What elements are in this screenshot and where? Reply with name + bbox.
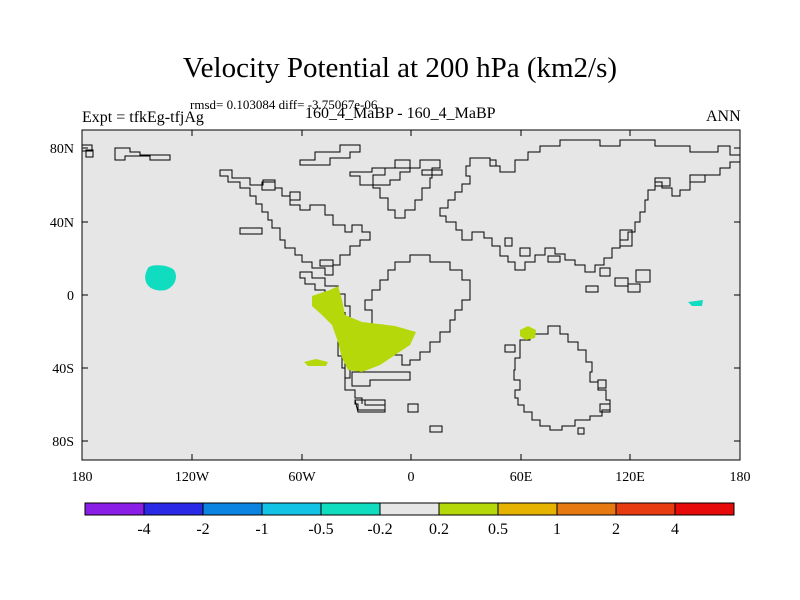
colorbar-label: -0.5 [308,521,333,538]
colorbar-box [320,502,381,516]
x-tick-label: 60W [288,470,316,485]
case-label: 160_4_MaBP - 160_4_MaBP [305,105,496,122]
positive-anomaly-west-pacific [688,300,703,306]
colorbar-label: 0.5 [488,521,508,538]
colorbar-label: 4 [671,521,679,538]
colorbar-label: -0.2 [367,521,392,538]
chart-title: Velocity Potential at 200 hPa (km2/s) [182,52,618,84]
colorbar-box [674,502,735,516]
y-tick-label: 0 [67,289,74,304]
y-tick-labels: 80N 40N 0 40S 80S [50,142,74,450]
x-tick-label: 180 [72,470,93,485]
experiment-label: Expt = tfkEg-tfjAg [82,109,204,126]
map-background [82,130,740,460]
colorbar-label: 1 [553,521,561,538]
x-tick-label: 60E [510,470,533,485]
y-tick-label: 80N [50,142,74,157]
y-axis-ticks [82,147,740,442]
y-tick-label: 80S [52,435,74,450]
colorbar-box [84,502,145,516]
colorbar-label: 2 [612,521,620,538]
colorbar-label: -2 [196,521,209,538]
stats-label: rmsd= 0.103084 diff= -3.75067e-06 [190,97,378,112]
x-tick-label: 0 [408,470,415,485]
colorbar-box [497,502,558,516]
colorbar-labels: -4 -2 -1 -0.5 -0.2 0.2 0.5 1 2 4 [137,521,679,538]
x-axis-ticks [81,130,741,460]
x-tick-label: 180 [730,470,751,485]
coastlines [82,139,741,435]
colorbar-box [615,502,676,516]
anomaly-regions [145,265,703,372]
x-tick-label: 120W [175,470,210,485]
season-label: ANN [706,108,741,125]
colorbar [84,502,735,516]
x-tick-label: 120E [615,470,645,485]
colorbar-label: 0.2 [429,521,449,538]
colorbar-box [202,502,263,516]
y-tick-label: 40S [52,362,74,377]
colorbar-box [143,502,204,516]
colorbar-box [379,502,440,516]
negative-anomaly-indian-ocean [520,326,536,340]
colorbar-label: -4 [137,521,150,538]
colorbar-box [556,502,617,516]
positive-anomaly-pacific [145,265,176,291]
y-tick-label: 40N [50,216,74,231]
negative-anomaly-south-america [312,286,416,372]
colorbar-label: -1 [255,521,268,538]
negative-anomaly-south-pacific [304,359,328,366]
colorbar-box [438,502,499,516]
colorbar-box [261,502,322,516]
x-tick-labels: 180 120W 60W 0 60E 120E 180 [72,470,751,485]
